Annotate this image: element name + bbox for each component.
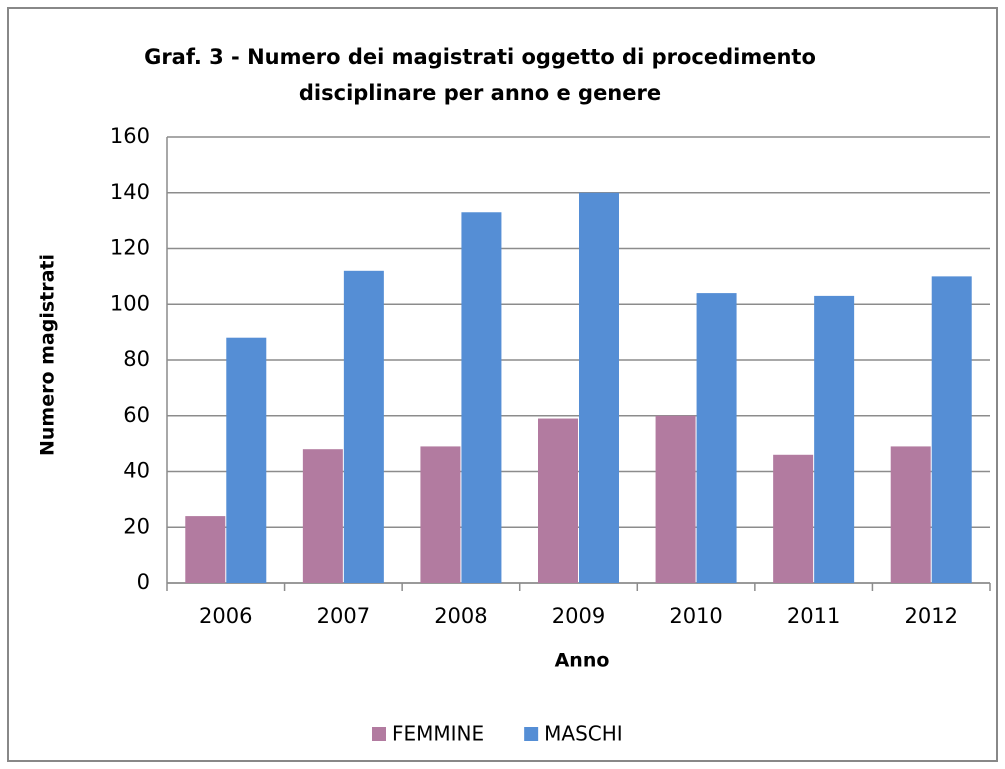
bar xyxy=(420,446,461,583)
x-tick-label: 2010 xyxy=(669,604,722,628)
bar xyxy=(890,446,931,583)
x-tick-label: 2012 xyxy=(904,604,957,628)
bar xyxy=(814,295,855,583)
x-tick-label: 2009 xyxy=(552,604,605,628)
x-tick-label: 2006 xyxy=(199,604,252,628)
x-axis-label: Anno xyxy=(555,650,610,672)
legend-label: MASCHI xyxy=(544,722,623,746)
bar xyxy=(185,516,226,583)
y-tick-label: 60 xyxy=(123,403,150,427)
chart-title: Graf. 3 - Numero dei magistrati oggetto … xyxy=(144,45,816,69)
legend-label: FEMMINE xyxy=(392,722,484,746)
bar xyxy=(931,276,972,583)
y-tick-label: 40 xyxy=(123,459,150,483)
bar xyxy=(696,293,737,583)
y-tick-label: 100 xyxy=(110,291,150,315)
y-tick-label: 80 xyxy=(123,347,150,371)
chart-title: disciplinare per anno e genere xyxy=(299,81,661,105)
y-tick-label: 0 xyxy=(137,570,150,594)
y-tick-label: 120 xyxy=(110,236,150,260)
x-tick-label: 2007 xyxy=(317,604,370,628)
bar xyxy=(655,415,696,583)
bar xyxy=(773,454,814,583)
y-tick-label: 20 xyxy=(123,514,150,538)
bar xyxy=(302,449,343,583)
x-tick-label: 2011 xyxy=(787,604,840,628)
y-axis-label: Numero magistrati xyxy=(37,254,59,456)
y-tick-label: 140 xyxy=(110,180,150,204)
y-tick-label: 160 xyxy=(110,124,150,148)
bar xyxy=(579,192,619,583)
bar xyxy=(226,337,267,583)
bar xyxy=(343,270,384,583)
bar xyxy=(538,418,578,583)
bar xyxy=(461,212,502,583)
x-tick-label: 2008 xyxy=(434,604,487,628)
legend-swatch xyxy=(372,727,386,741)
legend-swatch xyxy=(524,727,539,741)
